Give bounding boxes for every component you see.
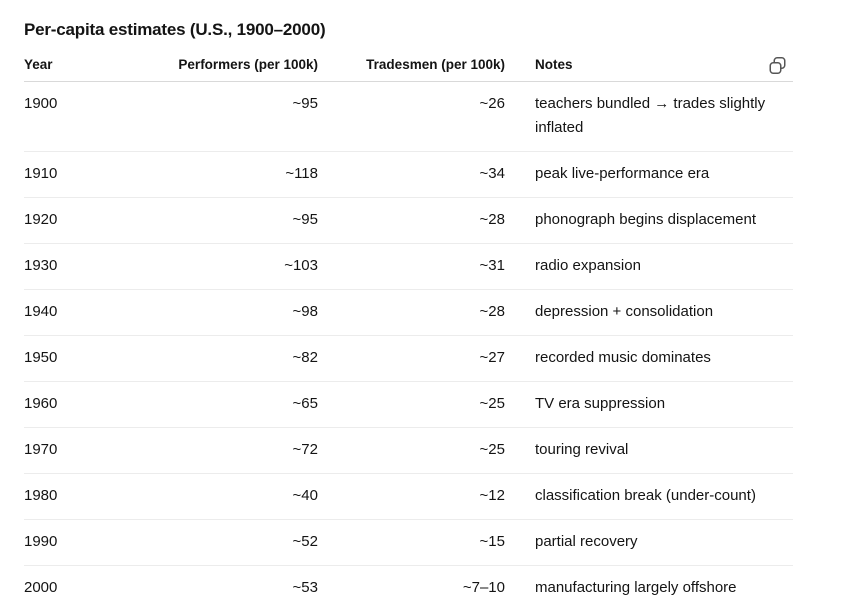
performers-cell: ~40 bbox=[168, 473, 318, 520]
estimates-table: Year Performers (per 100k) Tradesmen (pe… bbox=[24, 57, 793, 611]
tradesmen-cell: ~15 bbox=[318, 519, 505, 566]
tradesmen-cell: ~34 bbox=[318, 151, 505, 198]
tradesmen-cell: ~7–10 bbox=[462, 579, 505, 596]
year-cell: 1980 bbox=[24, 473, 168, 520]
table-row: 1910 ~118 ~34 peak live-performance era bbox=[24, 151, 793, 198]
tradesmen-cell: ~28 bbox=[318, 289, 505, 336]
notes-cell: phonograph begins displacement bbox=[505, 197, 793, 244]
year-cell: 1900 bbox=[24, 81, 168, 152]
performers-cell: ~118 bbox=[168, 151, 318, 198]
tradesmen-cell: ~12 bbox=[318, 473, 505, 520]
performers-cell: ~52 bbox=[168, 519, 318, 566]
tradesmen-cell: ~25 bbox=[318, 381, 505, 428]
performers-cell: ~82 bbox=[168, 335, 318, 382]
notes-cell: peak live-performance era bbox=[505, 151, 793, 198]
copy-button[interactable] bbox=[767, 55, 787, 75]
page-title: Per-capita estimates (U.S., 1900–2000) bbox=[24, 20, 326, 39]
notes-cell: radio expansion bbox=[505, 243, 793, 290]
table-row: 1980 ~40 ~12 classification break (under… bbox=[24, 473, 793, 520]
performers-cell: ~72 bbox=[168, 427, 318, 474]
tradesmen-cell: ~26 bbox=[318, 81, 505, 152]
performers-cell: ~103 bbox=[168, 243, 318, 290]
year-cell: 1950 bbox=[24, 335, 168, 382]
col-header-year: Year bbox=[24, 57, 168, 82]
table-row: 1900 ~95 ~26 teachers bundled → trades s… bbox=[24, 81, 793, 152]
copy-icon bbox=[768, 56, 787, 75]
table-row: 1950 ~82 ~27 recorded music dominates bbox=[24, 335, 793, 382]
tradesmen-cell: ~27 bbox=[318, 335, 505, 382]
header-row: Year Performers (per 100k) Tradesmen (pe… bbox=[24, 57, 793, 82]
table-row: 2000 ~53 ~7–10 manufacturing largely off… bbox=[24, 566, 793, 612]
notes-cell: depression + consolidation bbox=[505, 289, 793, 336]
table-card: Per-capita estimates (U.S., 1900–2000) Y… bbox=[24, 20, 793, 611]
year-cell: 1940 bbox=[24, 289, 168, 336]
table-row: 1970 ~72 ~25 touring revival bbox=[24, 427, 793, 474]
notes-cell: manufacturing largely offshore bbox=[535, 579, 737, 596]
notes-cell: teachers bundled → trades slightly infla… bbox=[505, 81, 793, 152]
performers-cell: ~98 bbox=[168, 289, 318, 336]
year-cell: 1910 bbox=[24, 151, 168, 198]
performers-cell: ~95 bbox=[168, 197, 318, 244]
year-cell: 1920 bbox=[24, 197, 168, 244]
col-header-tradesmen: Tradesmen (per 100k) bbox=[318, 57, 505, 82]
year-cell: 2000 bbox=[24, 579, 58, 596]
year-cell: 1930 bbox=[24, 243, 168, 290]
col-header-notes: Notes bbox=[505, 57, 793, 82]
table-row: 1940 ~98 ~28 depression + consolidation bbox=[24, 289, 793, 336]
notes-cell: classification break (under-count) bbox=[505, 473, 793, 520]
table-row: 1960 ~65 ~25 TV era suppression bbox=[24, 381, 793, 428]
table-row: 1930 ~103 ~31 radio expansion bbox=[24, 243, 793, 290]
year-cell: 1990 bbox=[24, 519, 168, 566]
notes-cell: TV era suppression bbox=[505, 381, 793, 428]
performers-cell: ~53 bbox=[292, 579, 318, 596]
year-cell: 1970 bbox=[24, 427, 168, 474]
tradesmen-cell: ~31 bbox=[318, 243, 505, 290]
tradesmen-cell: ~28 bbox=[318, 197, 505, 244]
performers-cell: ~65 bbox=[168, 381, 318, 428]
notes-cell: partial recovery bbox=[505, 519, 793, 566]
tradesmen-cell: ~25 bbox=[318, 427, 505, 474]
table-row: 1920 ~95 ~28 phonograph begins displacem… bbox=[24, 197, 793, 244]
notes-cell: touring revival bbox=[505, 427, 793, 474]
performers-cell: ~95 bbox=[168, 81, 318, 152]
table-row: 1990 ~52 ~15 partial recovery bbox=[24, 519, 793, 566]
year-cell: 1960 bbox=[24, 381, 168, 428]
notes-cell: recorded music dominates bbox=[505, 335, 793, 382]
col-header-performers: Performers (per 100k) bbox=[168, 57, 318, 82]
